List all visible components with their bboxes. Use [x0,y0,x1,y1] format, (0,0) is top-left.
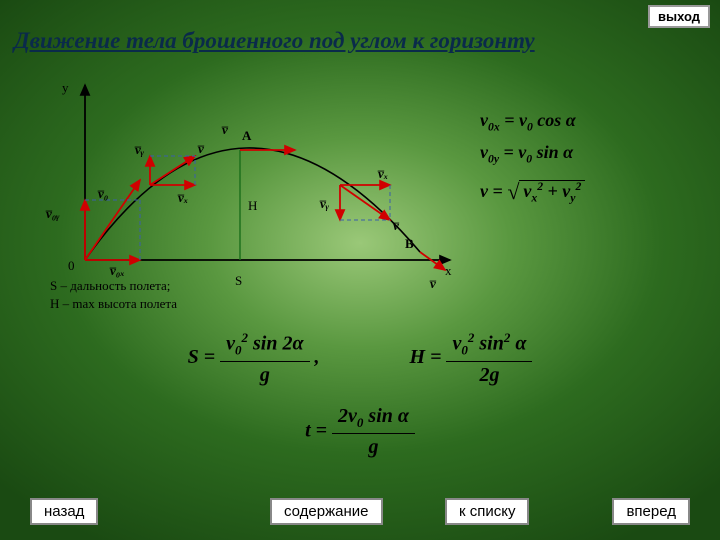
svg-text:v̅: v̅ [197,141,205,156]
eq-v0y: v0y = v0 sin α [480,142,690,166]
y-axis-label: y [62,80,69,95]
formula-S: S = v02 sin 2αg , [188,330,320,387]
svg-text:v̅ₓ: v̅ₓ [177,190,188,205]
svg-text:v̅: v̅ [221,122,229,137]
formula-t: t = 2v0 sin αg [0,405,720,459]
svg-text:v̅₀: v̅₀ [97,186,108,201]
H-label: H [248,198,257,213]
svg-text:v̅₀ᵧ: v̅₀ᵧ [45,206,60,221]
A-label: A [242,128,252,143]
trajectory-diagram: y x 0 H S A v̅ v̅₀ v̅₀ₓ v̅₀ᵧ v̅ᵧ v̅ₓ v̅ … [40,70,460,290]
x-axis-label: x [445,263,452,278]
svg-text:v̅: v̅ [392,218,400,233]
svg-text:v̅ₓ: v̅ₓ [377,166,388,181]
forward-button[interactable]: вперед [612,498,690,525]
legend-S: S – дальность полета; [50,278,177,294]
exit-button[interactable]: выход [648,5,710,28]
formulas-block: S = v02 sin 2αg , H = v02 sin2 α2g t = 2… [0,330,720,459]
origin-label: 0 [68,258,75,273]
formula-H: H = v02 sin2 α2g [410,330,533,387]
v0-vector [85,180,140,260]
S-label: S [235,273,242,288]
svg-text:v̅ᵧ: v̅ᵧ [319,196,330,211]
legend-block: S – дальность полета; H – max высота пол… [50,278,177,314]
back-button[interactable]: назад [30,498,98,525]
svg-text:v̅: v̅ [429,276,437,290]
svg-text:v̅₀ₓ: v̅₀ₓ [109,263,125,278]
equations-block: v0x = v0 cos α v0y = v0 sin α v = √vx2 +… [480,110,690,213]
eq-v-mag: v = √vx2 + vy2 [480,179,690,205]
B-label: B [405,236,414,251]
eq-v0x: v0x = v0 cos α [480,110,690,134]
list-button[interactable]: к списку [445,498,529,525]
svg-text:v̅ᵧ: v̅ᵧ [134,142,145,157]
page-title: Движение тела брошенного под углом к гор… [14,28,710,54]
legend-H: H – max высота полета [50,296,177,312]
content-button[interactable]: содержание [270,498,383,525]
